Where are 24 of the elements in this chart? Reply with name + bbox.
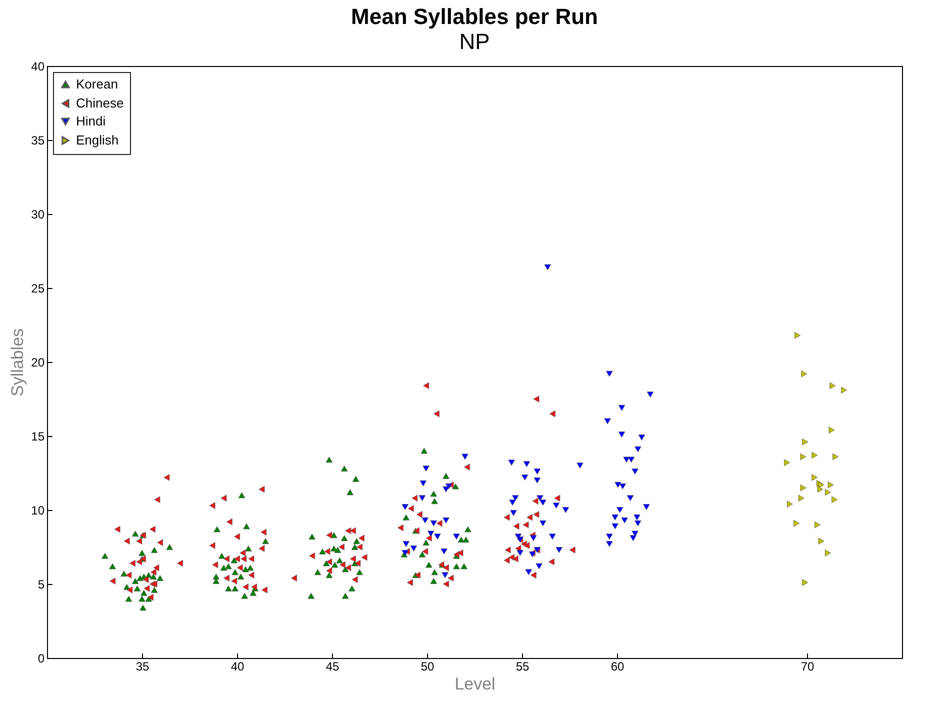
chart-title: Mean Syllables per Run: [351, 4, 598, 29]
legend-label: Korean: [76, 76, 118, 92]
y-tick-label: 40: [31, 60, 45, 74]
y-tick-label: 5: [38, 578, 45, 592]
y-tick-label: 0: [38, 652, 45, 666]
y-axis-title: Syllables: [8, 328, 28, 397]
x-tick-label: 70: [800, 660, 814, 674]
y-tick-label: 30: [31, 208, 45, 222]
legend-label: Hindi: [76, 114, 106, 128]
x-tick-label: 45: [326, 660, 340, 674]
y-tick-label: 25: [31, 282, 45, 296]
x-tick-label: 60: [610, 660, 624, 674]
y-tick-label: 10: [31, 504, 45, 518]
x-tick-label: 40: [230, 660, 244, 674]
chart-subtitle: NP: [459, 29, 490, 54]
legend-label: Chinese: [76, 96, 124, 110]
y-tick-label: 35: [31, 134, 45, 148]
x-tick-label: 55: [516, 660, 530, 674]
legend-label: English: [76, 132, 119, 148]
y-tick-label: 15: [31, 430, 45, 444]
x-axis-title: Level: [454, 674, 496, 694]
y-tick-label: 20: [31, 356, 45, 370]
x-tick-label: 35: [136, 660, 150, 674]
x-tick-label: 50: [420, 660, 434, 674]
